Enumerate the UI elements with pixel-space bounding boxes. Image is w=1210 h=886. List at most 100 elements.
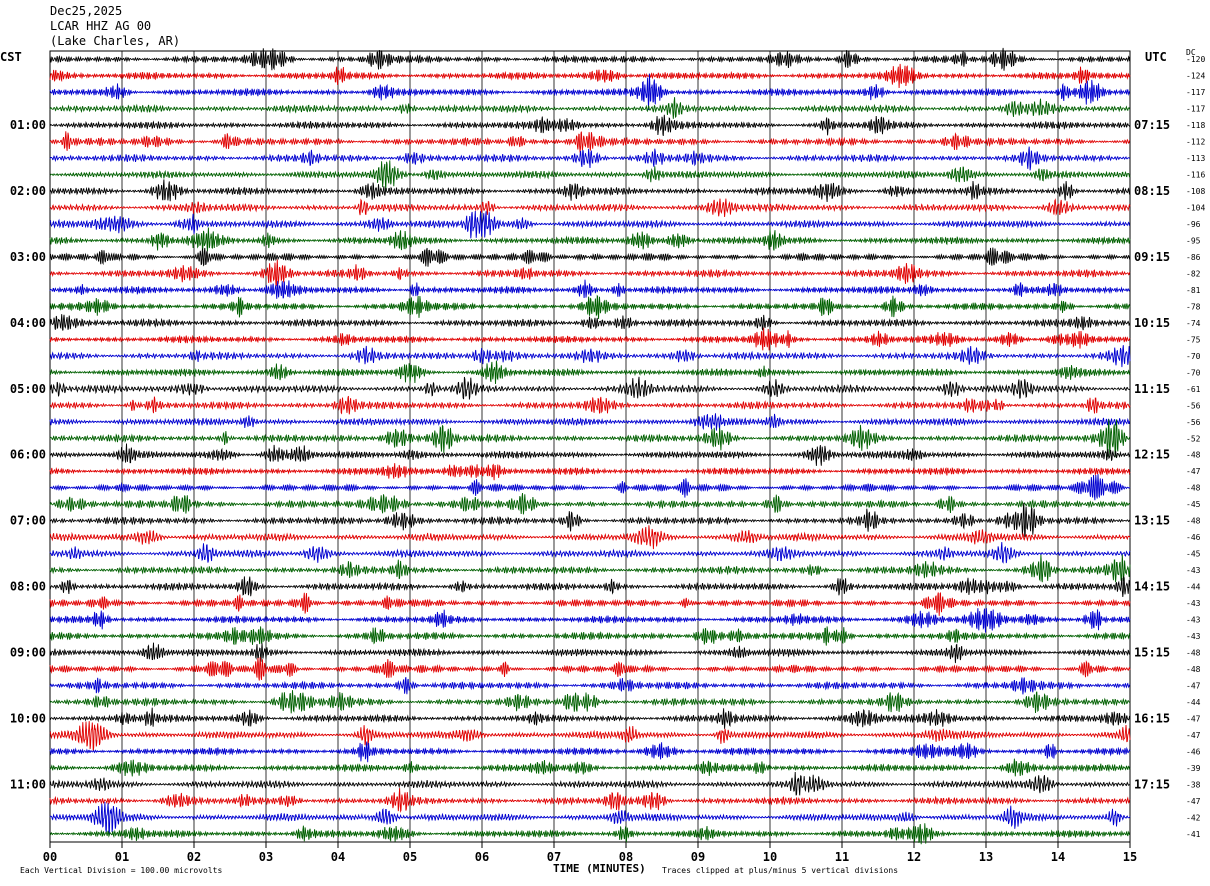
seismic-trace [49,419,1131,458]
dc-offset-label: -45 [1186,500,1201,509]
seismic-trace [49,525,1131,550]
x-tick-label: 00 [43,850,57,864]
dc-offset-label: -117 [1186,88,1205,97]
utc-hour-label: 16:15 [1134,711,1170,725]
seismic-trace [49,608,1131,633]
x-axis-title: TIME (MINUTES) [553,862,646,875]
cst-hour-label: 11:00 [10,777,46,791]
cst-hour-label: 09:00 [10,645,46,659]
dc-offset-label: -124 [1186,72,1205,81]
utc-hour-label: 07:15 [1134,118,1170,132]
x-tick-label: 03 [259,850,273,864]
seismic-trace [49,413,1131,431]
dc-offset-label: -47 [1186,797,1201,806]
seismic-trace [49,721,1131,752]
dc-offset-label: -43 [1186,599,1201,608]
dc-offset-label: -56 [1186,418,1201,427]
seismic-trace [49,575,1131,598]
cst-hour-label: 01:00 [10,118,46,132]
seismic-trace [49,707,1131,729]
seismic-trace [49,47,1131,71]
dc-offset-label: -104 [1186,204,1205,213]
dc-offset-label: -96 [1186,220,1201,229]
x-tick-label: 08 [619,850,633,864]
dc-offset-label: -45 [1186,550,1201,559]
seismic-trace [49,198,1131,218]
x-tick-label: 07 [547,850,561,864]
x-tick-label: 15 [1123,850,1137,864]
dc-offset-label: -117 [1186,105,1205,114]
x-tick-label: 01 [115,850,129,864]
dc-offset-label: -81 [1186,286,1201,295]
seismic-trace [49,592,1131,616]
clip-note: Traces clipped at plus/minus 5 vertical … [662,866,899,875]
grid [49,50,1131,848]
x-tick-label: 13 [979,850,993,864]
dc-title: DC [1186,48,1196,57]
seismic-trace [49,131,1131,153]
seismic-trace [49,360,1131,385]
seismic-trace [49,676,1131,695]
seismic-trace [49,247,1131,267]
seismic-trace [49,492,1131,515]
dc-offset-label: -74 [1186,319,1201,328]
seismic-trace [49,788,1131,813]
dc-offset-label: -47 [1186,467,1201,476]
seismic-trace [49,443,1131,466]
x-tick-label: 06 [475,850,489,864]
dc-offset-label: -118 [1186,121,1205,130]
dc-offset-label: -108 [1186,187,1205,196]
seismic-trace [49,502,1131,538]
seismic-trace [49,626,1131,646]
dc-offset-label: -86 [1186,253,1201,262]
x-tick-label: 05 [403,850,417,864]
utc-axis-title: UTC [1145,50,1167,64]
seismic-trace [49,146,1131,171]
seismic-trace [49,474,1131,501]
station-label: LCAR HHZ AG 00 [50,19,152,33]
dc-offset-label: -120 [1186,55,1205,64]
dc-offset-label: -46 [1186,747,1201,756]
dc-offset-label: -44 [1186,698,1201,707]
scale-note: Each Vertical Division = 100.00 microvol… [20,866,223,875]
seismic-trace [49,179,1131,203]
cst-hour-label: 06:00 [10,448,46,462]
utc-hour-label: 11:15 [1134,382,1170,396]
seismic-trace [49,97,1131,119]
utc-hour-label: 14:15 [1134,580,1170,594]
x-tick-label: 12 [907,850,921,864]
dc-offset-label: -39 [1186,764,1201,773]
seismic-trace [49,376,1131,400]
dc-offset-label: -113 [1186,154,1205,163]
seismic-trace [49,73,1131,111]
seismic-trace [49,801,1131,835]
dc-offset-label: -48 [1186,665,1201,674]
dc-offset-label: -47 [1186,681,1201,690]
x-tick-label: 02 [187,850,201,864]
dc-offset-label: -46 [1186,533,1201,542]
seismic-trace [49,542,1131,564]
seismic-trace [49,314,1131,331]
dc-offset-label: -48 [1186,484,1201,493]
dc-offset-label: -42 [1186,813,1201,822]
utc-hour-label: 12:15 [1134,448,1170,462]
seismic-trace [49,279,1131,299]
cst-hour-label: 10:00 [10,711,46,725]
dc-offset-label: -70 [1186,368,1201,377]
dc-offset-label: -116 [1186,171,1205,180]
utc-hour-label: 15:15 [1134,645,1170,659]
seismic-trace [49,259,1131,287]
dc-offset-label: -47 [1186,731,1201,740]
dc-offset-label: -61 [1186,385,1201,394]
seismic-trace [49,160,1131,192]
dc-offset-label: -78 [1186,302,1201,311]
date-label: Dec25,2025 [50,4,123,18]
seismic-trace [49,294,1131,320]
seismic-trace [49,771,1131,796]
x-tick-label: 04 [331,850,345,864]
x-tick-label: 14 [1051,850,1065,864]
dc-offset-label: -48 [1186,517,1201,526]
seismic-trace [49,758,1131,777]
x-tick-label: 09 [691,850,705,864]
